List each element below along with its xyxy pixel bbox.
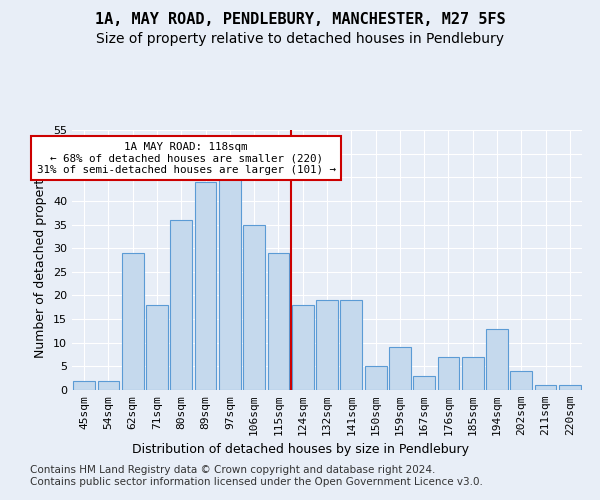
Y-axis label: Number of detached properties: Number of detached properties [34,162,47,358]
Bar [194,182,217,390]
Bar [316,300,338,390]
Bar [559,386,581,390]
Bar [219,172,241,390]
Bar [97,380,119,390]
Text: Contains HM Land Registry data © Crown copyright and database right 2024.
Contai: Contains HM Land Registry data © Crown c… [30,465,483,486]
Bar [437,357,460,390]
Text: 1A, MAY ROAD, PENDLEBURY, MANCHESTER, M27 5FS: 1A, MAY ROAD, PENDLEBURY, MANCHESTER, M2… [95,12,505,28]
Bar [365,366,386,390]
Bar [486,328,508,390]
Bar [462,357,484,390]
Bar [170,220,192,390]
Bar [340,300,362,390]
Bar [389,348,411,390]
Bar [73,380,95,390]
Bar [243,224,265,390]
Bar [292,305,314,390]
Bar [146,305,168,390]
Bar [511,371,532,390]
Bar [413,376,435,390]
Bar [268,253,289,390]
Text: Distribution of detached houses by size in Pendlebury: Distribution of detached houses by size … [131,442,469,456]
Bar [535,386,556,390]
Bar [122,253,143,390]
Text: 1A MAY ROAD: 118sqm
← 68% of detached houses are smaller (220)
31% of semi-detac: 1A MAY ROAD: 118sqm ← 68% of detached ho… [37,142,335,175]
Text: Size of property relative to detached houses in Pendlebury: Size of property relative to detached ho… [96,32,504,46]
